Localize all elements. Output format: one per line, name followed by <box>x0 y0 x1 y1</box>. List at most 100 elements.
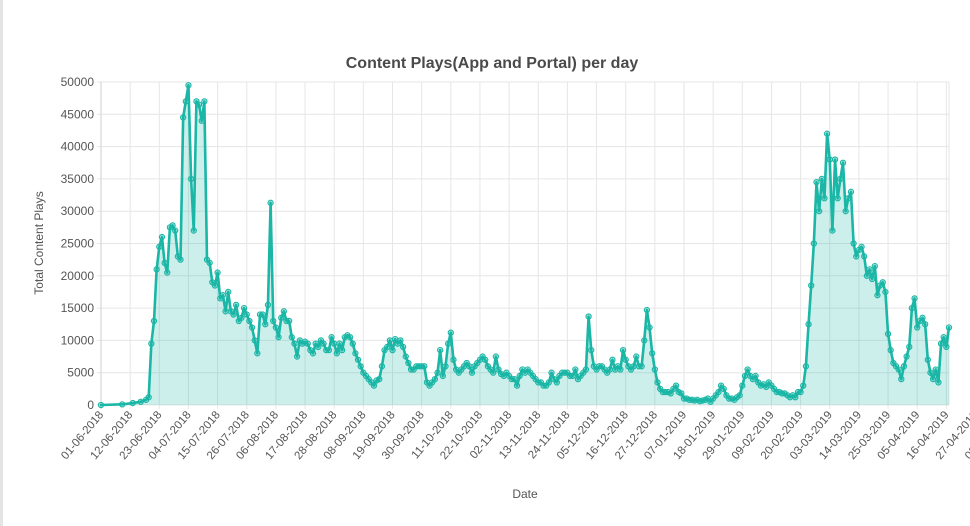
data-point <box>490 369 497 376</box>
series-line <box>99 83 951 407</box>
data-point <box>352 350 359 357</box>
data-point <box>805 321 812 328</box>
data-point <box>164 269 171 276</box>
data-point <box>839 159 847 166</box>
data-point <box>845 195 852 202</box>
data-point <box>850 240 857 247</box>
data-point <box>243 311 250 318</box>
data-point <box>744 366 751 373</box>
data-point <box>187 175 195 183</box>
data-point <box>908 304 916 312</box>
data-point <box>900 363 908 370</box>
data-point <box>466 363 473 370</box>
data-point <box>129 399 136 407</box>
data-point <box>148 340 155 347</box>
data-point <box>810 240 817 247</box>
data-point <box>230 311 237 318</box>
data-point <box>516 372 523 380</box>
y-tick-label: 40000 <box>61 140 95 154</box>
data-point <box>182 98 189 105</box>
data-point <box>495 366 502 373</box>
data-point <box>638 363 645 370</box>
y-tick-label: 35000 <box>61 172 95 186</box>
data-point <box>940 334 947 341</box>
data-point <box>741 372 749 380</box>
data-point <box>924 356 931 363</box>
data-point <box>617 366 624 373</box>
data-point <box>444 340 452 347</box>
y-axis-title: Total Content Plays <box>32 191 46 294</box>
data-point <box>887 346 894 354</box>
data-points <box>97 82 953 409</box>
data-point <box>248 324 256 331</box>
data-point <box>646 324 653 331</box>
data-point <box>177 256 184 263</box>
data-point <box>492 353 499 360</box>
data-point <box>270 317 277 325</box>
y-tick-label: 50000 <box>61 75 95 89</box>
data-point <box>606 366 613 373</box>
data-point <box>808 282 815 289</box>
data-point <box>349 340 356 347</box>
data-point <box>633 353 640 360</box>
data-point <box>315 343 322 351</box>
data-point <box>813 178 820 186</box>
data-point <box>667 390 674 397</box>
data-point <box>328 334 335 341</box>
data-point <box>439 372 446 380</box>
data-point <box>291 340 298 347</box>
data-point <box>513 382 521 389</box>
data-point <box>678 390 685 397</box>
data-point <box>847 188 855 195</box>
data-point <box>903 353 910 360</box>
data-point <box>797 388 804 396</box>
data-point <box>370 382 378 389</box>
data-point <box>285 317 293 325</box>
data-point <box>898 376 905 383</box>
y-tick-label: 10000 <box>61 333 95 347</box>
data-point <box>927 369 934 376</box>
data-point <box>914 324 921 331</box>
data-point <box>211 282 219 289</box>
data-point <box>325 346 333 354</box>
data-point <box>715 388 722 396</box>
data-point <box>172 227 179 234</box>
data-point <box>309 350 317 357</box>
data-point <box>185 82 192 89</box>
data-point <box>511 376 518 383</box>
x-axis-title: Date <box>512 487 538 501</box>
data-point <box>906 343 913 351</box>
data-point <box>150 317 158 325</box>
data-point <box>826 156 833 163</box>
data-point <box>262 321 269 328</box>
data-point <box>739 382 746 389</box>
grid-lines <box>97 81 950 409</box>
data-point <box>842 208 849 215</box>
data-point <box>879 279 886 286</box>
data-point <box>275 334 282 341</box>
data-point <box>264 301 272 309</box>
data-point <box>863 272 870 279</box>
data-point <box>201 98 208 105</box>
x-axis-ticks: 01-06-201812-06-201823-06-201804-07-2018… <box>59 409 970 462</box>
data-point <box>641 337 648 344</box>
data-point <box>545 379 552 386</box>
data-point <box>802 363 810 370</box>
data-point <box>911 295 918 302</box>
y-tick-label: 0 <box>87 398 94 412</box>
data-point <box>609 356 616 363</box>
data-point <box>97 401 105 409</box>
data-point <box>649 350 656 357</box>
data-point <box>829 227 836 234</box>
data-point <box>582 366 590 373</box>
y-tick-label: 30000 <box>61 204 95 218</box>
data-point <box>816 208 823 215</box>
data-point <box>357 363 364 370</box>
data-point <box>919 314 926 321</box>
data-point <box>397 337 404 344</box>
data-point <box>259 311 266 318</box>
data-point <box>232 301 240 309</box>
data-point <box>206 259 213 267</box>
data-point <box>569 372 576 380</box>
